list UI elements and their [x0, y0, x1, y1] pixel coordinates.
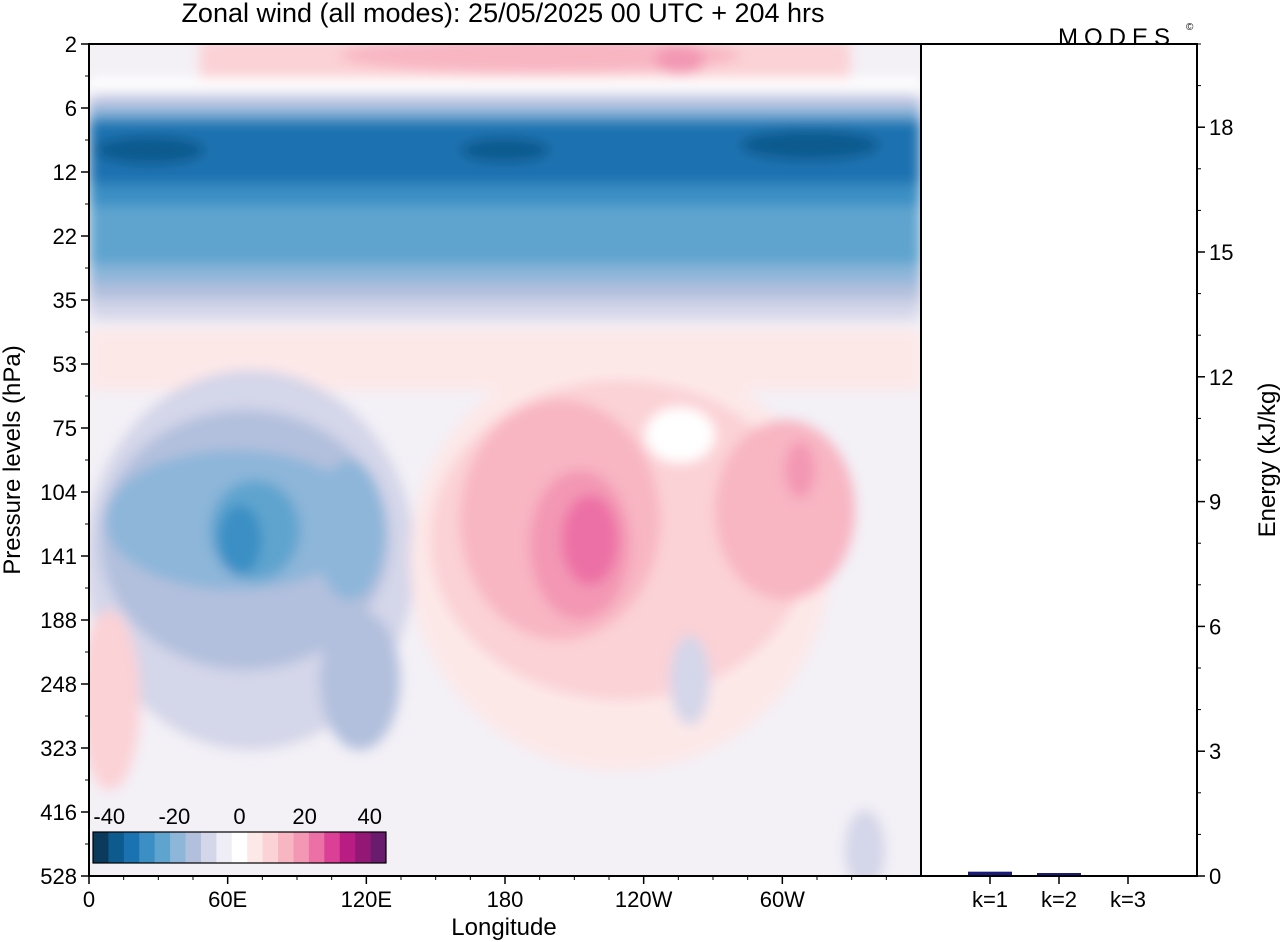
- field-top-pink-core: [340, 44, 740, 73]
- colorbar-swatch: [123, 832, 140, 863]
- y-tick-label: 104: [40, 480, 77, 505]
- colorbar-frame: [92, 831, 387, 864]
- field-blue-core-a: [95, 136, 205, 164]
- colorbar-tick-label: 20: [292, 804, 316, 829]
- field-trop-pink-3b: [715, 420, 855, 600]
- energy-axis-ticks: 0 3 6 9 12 15 18: [1197, 43, 1233, 889]
- x-tick-label: 60W: [760, 887, 805, 912]
- colorbar-swatch: [247, 832, 264, 863]
- colorbar: -40 -20 0 20 40: [92, 804, 387, 864]
- colorbar-swatch: [200, 832, 217, 863]
- colorbar-swatch: [154, 832, 171, 863]
- colorbar-swatch: [231, 832, 248, 863]
- field-trop-pink-5: [562, 495, 618, 585]
- colorbar-tick-label: -40: [93, 804, 125, 829]
- field-top-white: [89, 78, 921, 96]
- energy-tick-label: 18: [1209, 115, 1233, 140]
- field-trop-blue-5: [218, 505, 262, 575]
- energy-tick-label: 12: [1209, 365, 1233, 390]
- colorbar-swatch: [339, 832, 356, 863]
- x-tick-label: 180: [487, 887, 524, 912]
- y-tick-label: 2: [65, 32, 77, 57]
- field-trop-blue-tail: [320, 610, 400, 750]
- colorbar-swatch: [262, 832, 279, 863]
- energy-bar: [968, 871, 1012, 875]
- colorbar-swatch: [170, 832, 187, 863]
- y-tick-label: 35: [53, 288, 77, 313]
- y-tick-label: 248: [40, 672, 77, 697]
- bar-category-label: k=1: [972, 887, 1008, 912]
- x-tick-label: 0: [83, 887, 95, 912]
- colorbar-swatch: [185, 832, 202, 863]
- heatmap-fields: [89, 44, 921, 876]
- field-trop-pink-5b: [785, 442, 815, 498]
- y-tick-label: 416: [40, 800, 77, 825]
- field-blue-core-c: [740, 130, 880, 160]
- energy-tick-label: 6: [1209, 614, 1221, 639]
- y-tick-label: 22: [53, 224, 77, 249]
- brand-mark: ©: [1186, 22, 1194, 33]
- energy-tick-label: 15: [1209, 240, 1233, 265]
- y-tick-label: 323: [40, 736, 77, 761]
- y-tick-label: 53: [53, 352, 77, 377]
- y-tick-label: 188: [40, 608, 77, 633]
- colorbar-tick-label: 0: [233, 804, 245, 829]
- x-tick-label: 120E: [341, 887, 392, 912]
- colorbar-swatch: [324, 832, 341, 863]
- colorbar-swatch: [308, 832, 325, 863]
- y-tick-label: 528: [40, 864, 77, 889]
- colorbar-swatch: [293, 832, 310, 863]
- field-blue-core-b: [460, 138, 550, 162]
- energy-bar: [1037, 873, 1081, 875]
- energy-tick-label: 0: [1209, 864, 1221, 889]
- field-low-blue-right: [845, 810, 885, 876]
- field-top-pink-max: [655, 46, 705, 74]
- colorbar-tick-label: 40: [357, 804, 381, 829]
- y-tick-label: 6: [65, 96, 77, 121]
- energy-tick-label: 3: [1209, 739, 1221, 764]
- field-low-blue-mid: [670, 635, 710, 725]
- colorbar-swatch: [93, 832, 109, 863]
- energy-tick-label: 9: [1209, 490, 1221, 515]
- y-tick-label: 12: [53, 160, 77, 185]
- energy-panel-frame: [920, 43, 1198, 877]
- bar-category-label: k=3: [1110, 887, 1146, 912]
- bar-category-label: k=2: [1041, 887, 1077, 912]
- colorbar-tick-label: -20: [158, 804, 190, 829]
- field-low-pink-left: [89, 610, 140, 790]
- x-axis-label: Longitude: [451, 914, 556, 941]
- chart-title: Zonal wind (all modes): 25/05/2025 00 UT…: [181, 0, 824, 28]
- y-axis-ticks: 2 6 12 22 35 53 75 104 141 188 248 323 416 528: [40, 32, 89, 889]
- x-tick-label: 60E: [208, 887, 247, 912]
- x-tick-label: 120W: [615, 887, 673, 912]
- x-axis-ticks: 0 60E 120E 180 120W 60W: [83, 876, 887, 912]
- colorbar-swatch: [278, 832, 294, 863]
- colorbar-swatch: [355, 832, 372, 863]
- colorbar-swatch: [370, 832, 387, 863]
- energy-bars: k=1 k=2 k=3: [968, 871, 1146, 912]
- energy-axis-label: Energy (kJ/kg): [1254, 383, 1280, 538]
- colorbar-swatch: [108, 832, 125, 863]
- field-white-hole: [645, 407, 715, 463]
- y-tick-label: 75: [53, 416, 77, 441]
- colorbar-swatch: [139, 832, 156, 863]
- y-axis-label: Pressure levels (hPa): [0, 345, 26, 574]
- heatmap-plot: [89, 44, 921, 876]
- colorbar-swatch: [216, 832, 233, 863]
- y-tick-label: 141: [40, 544, 77, 569]
- field-trop-blue-3b: [315, 460, 385, 600]
